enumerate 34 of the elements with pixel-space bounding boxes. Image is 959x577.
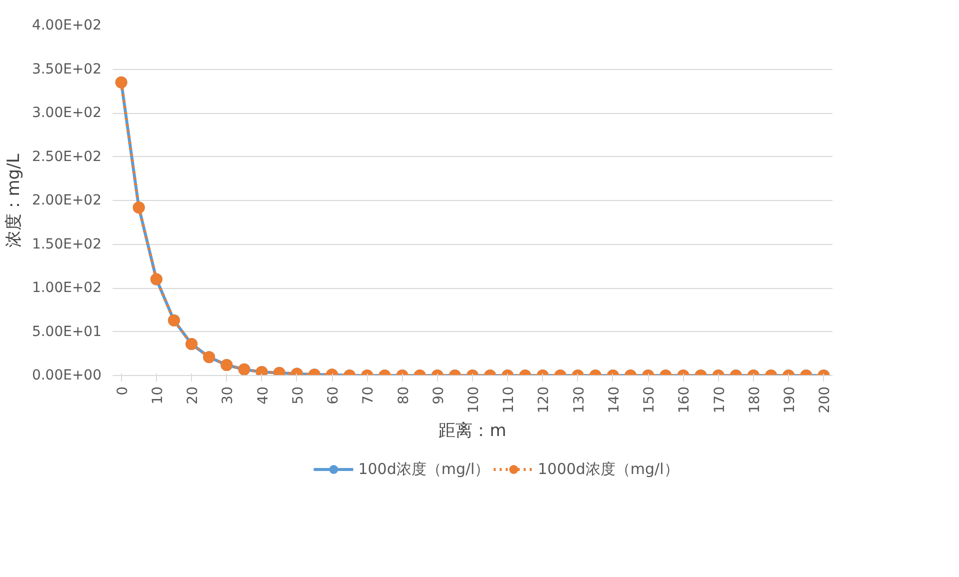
y-tick-label: 2.50E+02 (32, 148, 102, 165)
x-tick-label: 170 (712, 386, 728, 414)
x-tick-label: 0 (114, 386, 131, 396)
y-tick-label: 3.00E+02 (32, 105, 102, 121)
x-tick-label: 80 (396, 386, 412, 404)
x-tick-label: 40 (255, 386, 272, 404)
y-tick-label: 1.50E+02 (32, 236, 102, 252)
y-tick-label: 4.00E+02 (32, 18, 102, 34)
x-tick-label: 140 (606, 386, 622, 414)
x-tick-label: 20 (185, 386, 202, 404)
x-tick-label: 200 (817, 386, 834, 414)
x-tick-label: 10 (150, 386, 166, 404)
y-tick-label: 0.00E+00 (32, 368, 102, 384)
y-tick-label: 1.00E+02 (32, 280, 102, 296)
x-tick-label: 110 (501, 386, 518, 414)
x-tick-label: 70 (360, 386, 377, 404)
y-tick-label: 3.50E+02 (32, 61, 102, 78)
x-tick-label: 190 (782, 386, 798, 414)
x-tick-label: 50 (290, 386, 306, 404)
y-axis-title: 浓度：mg/L (4, 153, 24, 248)
x-tick-label: 160 (676, 386, 693, 414)
x-tick-label: 90 (430, 386, 447, 404)
x-tick-label: 60 (326, 386, 342, 404)
y-tick-label: 5.00E+01 (32, 324, 102, 340)
x-tick-label: 120 (536, 386, 552, 414)
x-tick-label: 100 (466, 386, 482, 414)
x-tick-label: 130 (571, 386, 588, 414)
legend-label: 1000d浓度（mg/l） (538, 460, 679, 478)
x-tick-label: 150 (642, 386, 658, 414)
y-tick-label: 2.00E+02 (32, 192, 102, 208)
x-tick-label: 30 (220, 386, 236, 404)
legend-label: 100d浓度（mg/l） (358, 460, 490, 478)
x-tick-label: 180 (746, 386, 763, 414)
x-axis-title: 距离：m (438, 421, 506, 442)
